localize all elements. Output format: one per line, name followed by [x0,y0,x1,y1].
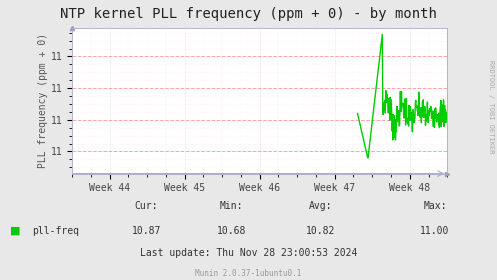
Text: Max:: Max: [423,201,447,211]
Text: 11.00: 11.00 [420,226,450,236]
Text: ■: ■ [10,226,20,236]
Text: pll-freq: pll-freq [32,226,80,236]
Text: Last update: Thu Nov 28 23:00:53 2024: Last update: Thu Nov 28 23:00:53 2024 [140,248,357,258]
Text: Avg:: Avg: [309,201,332,211]
Text: Munin 2.0.37-1ubuntu0.1: Munin 2.0.37-1ubuntu0.1 [195,269,302,277]
Text: RRDTOOL / TOBI OETIKER: RRDTOOL / TOBI OETIKER [488,60,494,153]
Text: NTP kernel PLL frequency (ppm + 0) - by month: NTP kernel PLL frequency (ppm + 0) - by … [60,7,437,21]
Text: 10.87: 10.87 [132,226,162,236]
Text: 10.68: 10.68 [216,226,246,236]
Text: 10.82: 10.82 [306,226,335,236]
Text: Min:: Min: [219,201,243,211]
Text: Cur:: Cur: [135,201,159,211]
Y-axis label: PLL frequency (ppm + 0): PLL frequency (ppm + 0) [38,33,48,168]
